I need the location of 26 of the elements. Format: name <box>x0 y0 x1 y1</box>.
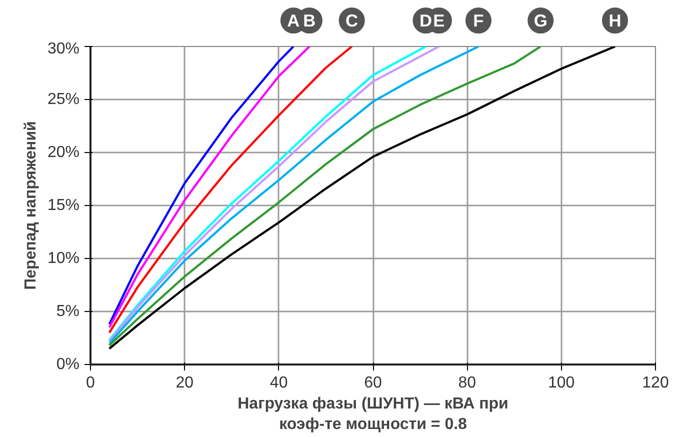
x-axis-title: Нагрузка фазы (ШУНТ) — кВА при коэф-те мощности = 0.8 <box>238 396 508 433</box>
series-label: G <box>534 10 548 30</box>
x-tick-label: 60 <box>364 374 382 392</box>
line-series <box>108 46 616 350</box>
series-label: B <box>303 10 316 30</box>
line-series <box>108 46 353 334</box>
x-tick-label: 80 <box>458 374 476 392</box>
y-tick-label: 30% <box>47 40 80 58</box>
series-label: C <box>346 10 359 30</box>
y-tick-label: 20% <box>47 144 80 161</box>
series-label: E <box>433 10 445 30</box>
series-label: D <box>419 10 432 30</box>
x-tick-label: 120 <box>642 374 669 392</box>
x-tick-label: 40 <box>270 374 288 392</box>
series-label: A <box>287 10 300 30</box>
y-axis-title: Перепад напряжений <box>22 121 40 290</box>
x-tick-label: 20 <box>176 374 194 392</box>
x-tick-label: 100 <box>548 374 575 392</box>
y-tick-label: 15% <box>47 197 80 214</box>
x-tick-label: 0 <box>86 374 96 392</box>
series-label: F <box>473 10 484 30</box>
y-tick-label: 0% <box>56 356 80 373</box>
y-tick-label: 5% <box>56 303 80 320</box>
y-tick-label: 10% <box>47 250 80 267</box>
y-tick-label: 25% <box>47 91 80 108</box>
series-label: H <box>608 10 622 30</box>
